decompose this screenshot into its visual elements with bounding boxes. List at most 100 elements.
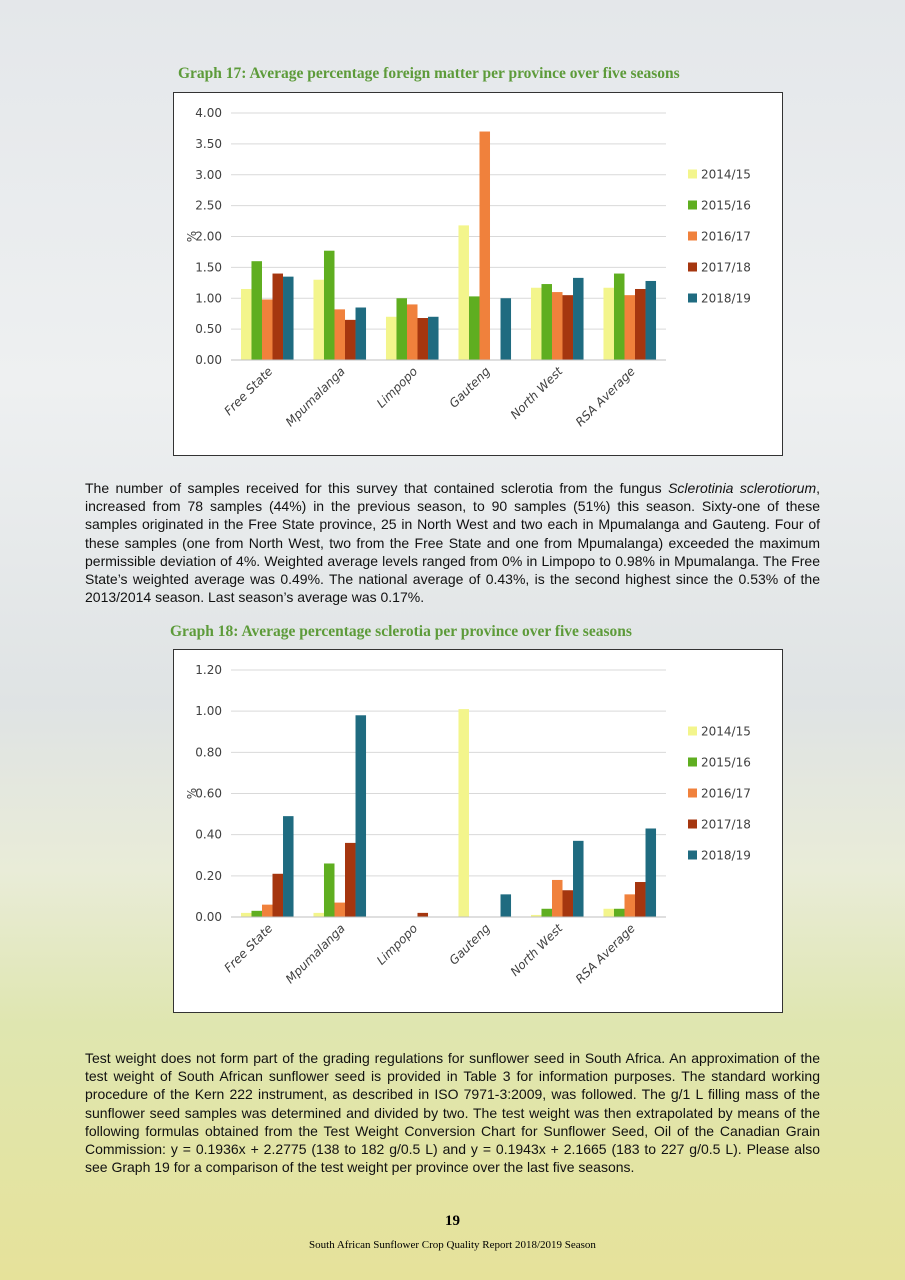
chart: 0.00 0.50 1.00 1.50 2.00 2.50 3.00 3.50 4.00% Fre… (185, 106, 751, 429)
bar (613, 273, 625, 360)
bar (530, 914, 542, 917)
bar (551, 879, 563, 917)
legend-swatch (688, 231, 697, 241)
x-tick-label: North West (508, 920, 567, 979)
bar (624, 894, 636, 917)
y-tick-label: 0.50 (195, 322, 222, 336)
y-tick-label: 0.80 (195, 745, 222, 759)
chart-title: Graph 18: Average percentage sclerotia p… (170, 623, 632, 640)
x-tick-label: Free State (221, 364, 275, 418)
bar (334, 309, 346, 360)
legend-swatch (688, 819, 697, 829)
bar (428, 316, 439, 360)
bar (562, 295, 574, 360)
legend-swatch (688, 788, 697, 798)
legend-swatch (688, 169, 697, 179)
y-tick-label: 1.00 (195, 704, 222, 718)
bar (613, 908, 625, 917)
bar (541, 284, 552, 360)
y-tick-label: 0.40 (195, 828, 222, 842)
legend-swatch (688, 850, 697, 860)
legend-label: 2017/18 (701, 818, 751, 832)
bar (272, 273, 284, 360)
bar (323, 863, 335, 917)
bar (624, 295, 636, 360)
bar (240, 288, 252, 360)
legend-label: 2016/17 (701, 787, 751, 801)
y-tick-label: 0.60 (195, 787, 222, 801)
x-tick-label: Mpumalanga (283, 921, 348, 986)
bar (406, 304, 418, 360)
x-tick-label: Free State (221, 921, 275, 975)
footer: South African Sunflower Crop Quality Rep… (309, 1239, 596, 1251)
bar (261, 299, 273, 360)
bar (313, 279, 324, 360)
bar (345, 842, 356, 917)
bar (603, 908, 614, 917)
bar (458, 709, 469, 917)
chart-frame: 0.00 0.50 1.00 1.50 2.00 2.50 3.00 3.50 4.00% Fre… (173, 92, 783, 456)
legend-swatch (688, 726, 697, 736)
legend-label: 2015/16 (701, 756, 751, 770)
y-tick-label: 0.00 (195, 353, 222, 367)
y-tick-label: 0.20 (195, 869, 222, 883)
bar (323, 250, 335, 360)
bar (251, 261, 262, 360)
bar (468, 296, 480, 360)
y-tick-label: 3.50 (195, 137, 222, 151)
x-tick-label: Mpumalanga (283, 364, 348, 429)
legend-swatch (688, 262, 697, 272)
y-tick-label: 1.50 (195, 260, 222, 274)
legend-label: 2015/16 (701, 199, 751, 213)
y-tick-label: 2.50 (195, 199, 222, 213)
bar (635, 882, 646, 917)
x-tick-label: RSA Average (573, 921, 638, 986)
bar (334, 902, 346, 917)
bar (345, 319, 356, 360)
bar (635, 288, 646, 360)
y-tick-label: 3.00 (195, 168, 222, 182)
bar (562, 890, 574, 917)
bar (573, 277, 584, 360)
legend-label: 2014/15 (701, 725, 751, 739)
legend-label: 2016/17 (701, 230, 751, 244)
x-tick-label: Limpopo (374, 921, 420, 967)
y-tick-label: 1.20 (195, 663, 222, 677)
text: Test weight does not form part of the gr… (85, 1050, 820, 1176)
bar (261, 904, 273, 917)
legend-swatch (688, 293, 697, 303)
bar (240, 912, 252, 917)
paragraph: Test weight does not form part of the gr… (85, 1049, 820, 1176)
paragraph: The number of samples received for this … (85, 479, 820, 606)
legend-swatch (688, 757, 697, 767)
legend-label: 2018/19 (701, 292, 751, 306)
italic-text: Sclerotinia sclerotiorum (668, 480, 817, 496)
chart: 0.00 0.20 0.40 0.60 0.80 1.00 1.20% Free State M… (185, 663, 751, 986)
bar (603, 287, 614, 360)
bar (283, 816, 294, 917)
legend-label: 2017/18 (701, 261, 751, 275)
bar (313, 912, 324, 917)
y-axis-label: % (185, 788, 199, 799)
y-axis-label: % (185, 231, 199, 242)
bar (500, 894, 512, 917)
x-tick-label: RSA Average (573, 364, 638, 429)
bar (541, 908, 552, 917)
bar (283, 276, 294, 360)
y-tick-label: 2.00 (195, 230, 222, 244)
text: The number of samples received for this … (85, 480, 669, 496)
bar (417, 318, 429, 360)
bar (272, 873, 284, 917)
x-tick-label: Limpopo (374, 364, 420, 410)
bar (385, 316, 397, 360)
bar (458, 225, 469, 360)
x-tick-label: Gauteng (447, 921, 494, 968)
bar (417, 912, 429, 917)
legend-label: 2014/15 (701, 168, 751, 182)
legend-label: 2018/19 (701, 849, 751, 863)
bar (396, 298, 407, 360)
bar (355, 715, 367, 917)
x-tick-label: Gauteng (447, 364, 494, 411)
y-tick-label: 1.00 (195, 291, 222, 305)
